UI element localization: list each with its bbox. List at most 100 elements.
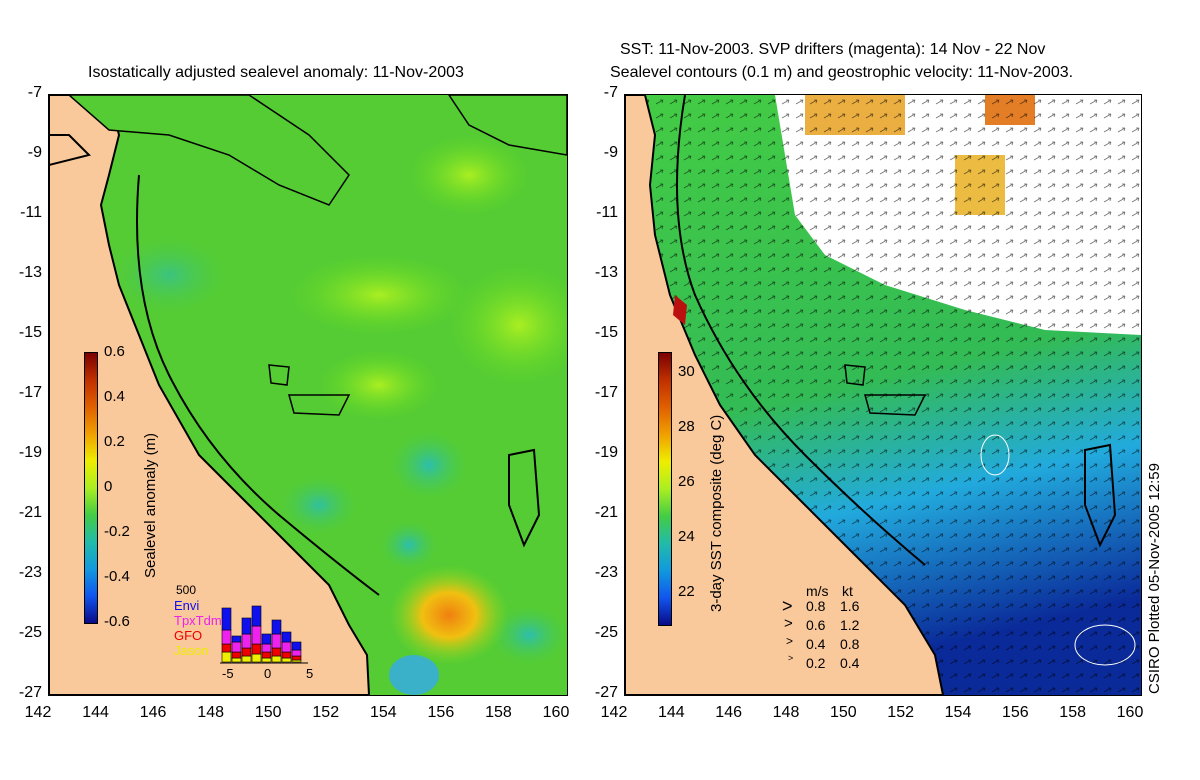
inset-bar (281, 657, 292, 663)
right-y-tick: -23 (594, 564, 618, 581)
left-y-tick: -19 (18, 444, 42, 461)
velocity-legend-kt-header: kt (842, 583, 853, 599)
left-y-tick: -9 (27, 144, 42, 161)
land-australia (49, 95, 371, 695)
velocity-legend-ms-header: m/s (806, 583, 829, 599)
right-colorbar-tick: 26 (678, 473, 695, 490)
right-y-tick: -15 (594, 324, 618, 341)
left-x-tick: 144 (82, 704, 109, 721)
velocity-legend-arrow-icon: > (786, 634, 794, 648)
right-x-tick: 152 (887, 704, 914, 721)
inset-bar (291, 649, 302, 657)
inset-bar (221, 643, 232, 653)
inset-bar (251, 653, 262, 663)
right-colorbar-tick: 22 (678, 583, 695, 600)
left-x-tick: 152 (312, 704, 340, 721)
inset-bar (241, 655, 252, 663)
left-x-tick: 160 (542, 704, 570, 721)
velocity-legend-kt: 0.4 (840, 655, 860, 671)
right-colorbar-label: 3-day SST composite (deg C) (708, 414, 725, 612)
right-colorbar (658, 352, 672, 626)
right-y-tick: -25 (594, 624, 618, 641)
right-colorbar-tick: 24 (678, 528, 695, 545)
right-y-tick: -9 (603, 144, 618, 161)
left-y-tick: -23 (18, 564, 42, 581)
right-y-tick: -11 (596, 204, 618, 221)
velocity-legend-arrow-icon: > (782, 596, 793, 616)
inset-bar (291, 655, 302, 661)
inset-bar (251, 643, 262, 655)
left-colorbar-tick: 0.4 (104, 388, 125, 405)
left-x-tick: 154 (369, 704, 397, 721)
new-caledonia (508, 448, 541, 548)
inset-bar (291, 641, 302, 651)
inset-bar (261, 657, 272, 663)
left-colorbar-tick: 0.2 (104, 433, 125, 450)
right-y-tick: -13 (594, 264, 618, 281)
left-map-panel (48, 94, 568, 696)
left-x-tick: 156 (427, 704, 455, 721)
right-y-tick: -27 (594, 684, 618, 701)
inset-bar (231, 657, 242, 663)
right-x-tick: 160 (1116, 704, 1144, 721)
land-australia-right (625, 95, 945, 695)
left-colorbar-tick: -0.6 (104, 613, 130, 630)
left-y-tick: -11 (20, 204, 42, 221)
velocity-legend-ms: 0.6 (806, 617, 826, 633)
right-x-tick: 144 (657, 704, 685, 721)
inset-x-tick: -5 (222, 666, 234, 681)
inset-bar (241, 647, 252, 657)
velocity-legend-kt: 1.2 (840, 617, 860, 633)
right-map-panel (624, 94, 1142, 696)
left-colorbar-tick: -0.2 (104, 523, 130, 540)
velocity-legend-arrow-icon: > (784, 615, 793, 632)
velocity-legend-kt: 1.6 (840, 598, 860, 614)
velocity-legend-ms: 0.2 (806, 655, 826, 671)
inset-bar (261, 643, 272, 653)
velocity-legend-ms: 0.4 (806, 636, 826, 652)
inset-bar (231, 641, 242, 653)
inset-bar (241, 633, 252, 649)
sst-map (625, 95, 1141, 695)
left-y-tick: -25 (18, 624, 42, 641)
left-colorbar-label: Sealevel anomaly (m) (142, 432, 159, 578)
inset-top-label: 500 (176, 583, 197, 597)
inset-bar (271, 619, 282, 635)
inset-bar (221, 607, 232, 631)
left-y-tick: -21 (18, 504, 42, 521)
right-colorbar-tick: 30 (678, 363, 695, 380)
inset-bar (231, 651, 242, 659)
right-colorbar-tick: 28 (678, 418, 695, 435)
left-x-tick: 158 (485, 704, 512, 721)
sealevel-map (49, 95, 567, 695)
left-x-tick: 148 (197, 704, 224, 721)
right-y-tick: -7 (603, 84, 618, 101)
inset-histogram (220, 605, 308, 664)
left-colorbar-tick: -0.4 (104, 568, 130, 585)
inset-legend-jason: Jason (174, 643, 209, 658)
inset-bar (221, 651, 232, 663)
left-x-tick: 146 (139, 704, 167, 721)
inset-x-tick: 0 (264, 666, 272, 681)
left-colorbar-tick: 0 (104, 478, 113, 495)
inset-bar (261, 651, 272, 659)
inset-x-tick: 5 (306, 666, 314, 681)
inset-legend-tpxtdm: TpxTdm (174, 613, 222, 628)
inset-bar (251, 605, 262, 627)
right-x-tick: 150 (829, 704, 857, 721)
right-y-tick: -21 (594, 504, 618, 521)
right-x-tick: 158 (1059, 704, 1086, 721)
left-colorbar-tick: 0.6 (104, 343, 125, 360)
credit-text: CSIRO Plotted 05-Nov-2005 12:59 (1146, 463, 1163, 694)
inset-bar (271, 655, 282, 663)
velocity-legend-kt: 0.8 (840, 636, 860, 652)
inset-bar (241, 617, 252, 635)
inset-bar (271, 647, 282, 657)
right-map-title-line1: SST: 11-Nov-2003. SVP drifters (magenta)… (620, 41, 1046, 58)
left-y-tick: -27 (18, 684, 42, 701)
right-y-tick: -17 (594, 384, 618, 401)
right-x-tick: 142 (600, 704, 628, 721)
left-map-title: Isostatically adjusted sealevel anomaly:… (88, 64, 464, 81)
inset-bar (221, 629, 232, 645)
inset-bar (271, 633, 282, 649)
